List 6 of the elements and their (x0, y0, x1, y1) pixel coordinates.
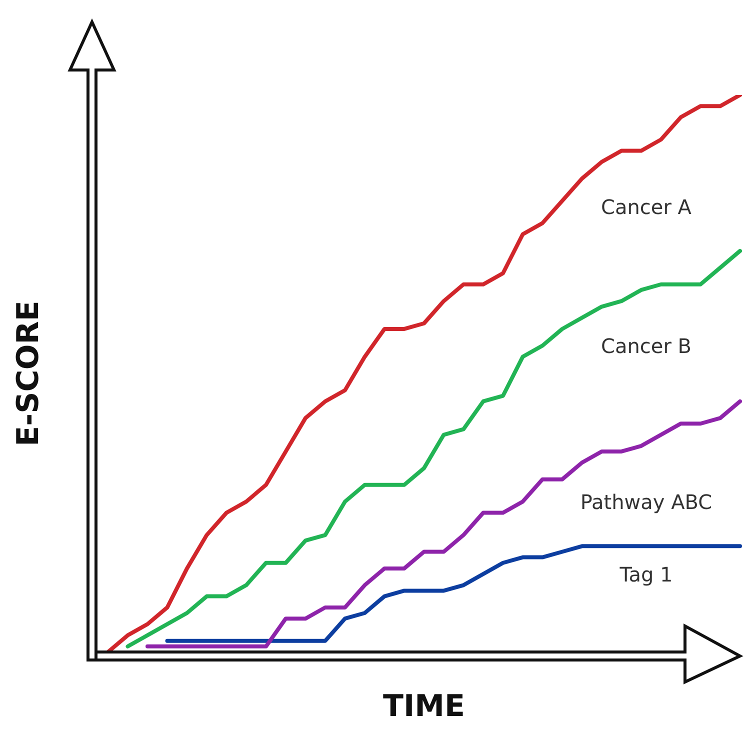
series-label: Cancer B (601, 334, 692, 358)
series-label: Tag 1 (618, 562, 673, 586)
y-axis-title: E-SCORE (10, 300, 46, 446)
series-label: Cancer A (601, 194, 692, 219)
x-axis-title: TIME (383, 688, 465, 724)
series-label: Pathway ABC (580, 490, 712, 514)
